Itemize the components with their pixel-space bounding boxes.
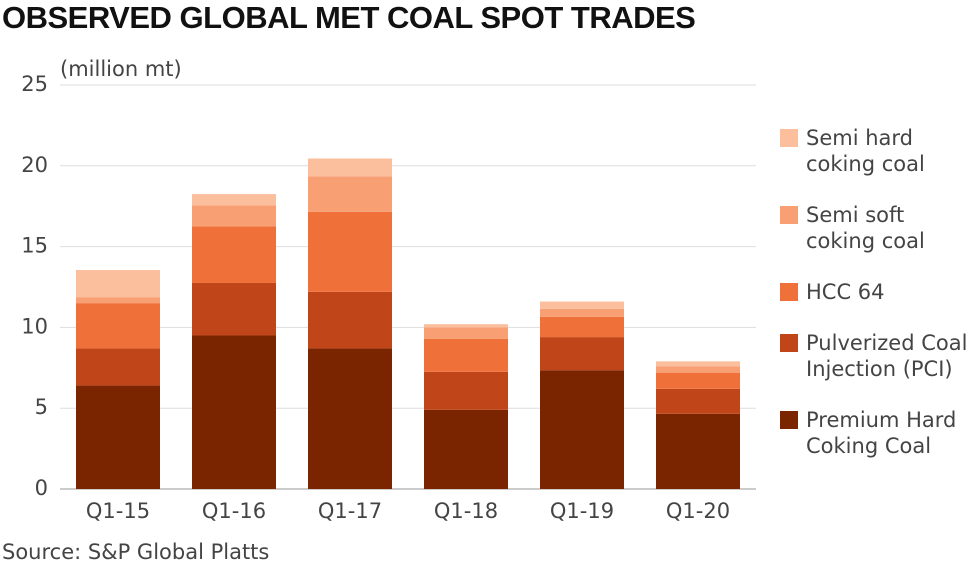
bar-segment (540, 316, 624, 338)
legend-swatch (780, 411, 798, 429)
legend-label: Semi hard coking coal (806, 126, 925, 176)
bar-segment (424, 324, 508, 328)
bar-segment (540, 308, 624, 317)
bar-segment (540, 301, 624, 309)
x-tick-label: Q1-15 (86, 499, 150, 523)
bar-segment (656, 361, 740, 367)
bar-segment (540, 337, 624, 371)
x-tick-label: Q1-20 (666, 499, 730, 523)
x-tick-label: Q1-17 (318, 499, 382, 523)
y-axis-label: (million mt) (60, 57, 182, 81)
bar-segment (192, 282, 276, 336)
bar-segment (424, 409, 508, 489)
chart-title: OBSERVED GLOBAL MET COAL SPOT TRADES (2, 0, 695, 35)
source: Source: S&P Global Platts (2, 540, 269, 564)
legend-item: HCC 64 (780, 279, 975, 305)
bar-segment (656, 372, 740, 389)
legend-label: Premium Hard Coking Coal (806, 408, 957, 458)
legend-swatch (780, 283, 798, 301)
bar-segment (192, 226, 276, 283)
bar-segment (308, 211, 392, 292)
bar-segment (76, 385, 160, 489)
bar-segment (656, 388, 740, 414)
bar-segment (192, 205, 276, 227)
bar-segment (76, 303, 160, 349)
bar-segment (308, 348, 392, 489)
legend-label: Semi soft coking coal (806, 203, 925, 253)
legend: Semi hard coking coal Semi soft coking co… (780, 125, 975, 484)
y-tick-label: 0 (35, 476, 48, 500)
x-tick-label: Q1-16 (202, 499, 266, 523)
y-tick-label: 10 (21, 314, 48, 338)
y-tick-label: 20 (21, 153, 48, 177)
legend-item: Pulverized Coal Injection (PCI) (780, 330, 975, 382)
y-tick-label: 5 (35, 395, 48, 419)
legend-item: Semi hard coking coal (780, 125, 975, 177)
bar-segment (308, 158, 392, 177)
bar-segment (308, 291, 392, 349)
legend-item: Premium Hard Coking Coal (780, 407, 975, 459)
bar-segment (424, 371, 508, 410)
y-tick-label: 15 (21, 234, 48, 258)
bar-segment (76, 348, 160, 386)
x-tick-label: Q1-19 (550, 499, 614, 523)
legend-swatch (780, 334, 798, 352)
bar-segment (424, 327, 508, 339)
bar-segment (656, 413, 740, 489)
legend-label: HCC 64 (806, 280, 885, 304)
x-tick-label: Q1-18 (434, 499, 498, 523)
legend-item: Semi soft coking coal (780, 202, 975, 254)
bar-segment (424, 338, 508, 372)
bar-segment (76, 270, 160, 298)
y-tick-label: 25 (21, 72, 48, 96)
bar-segment (308, 176, 392, 212)
bar-segment (656, 366, 740, 373)
legend-swatch (780, 206, 798, 224)
legend-swatch (780, 129, 798, 147)
bar-segment (540, 370, 624, 489)
legend-label: Pulverized Coal Injection (PCI) (806, 331, 968, 381)
bar-segment (192, 335, 276, 489)
bar-segment (76, 297, 160, 304)
bar-segment (192, 194, 276, 206)
